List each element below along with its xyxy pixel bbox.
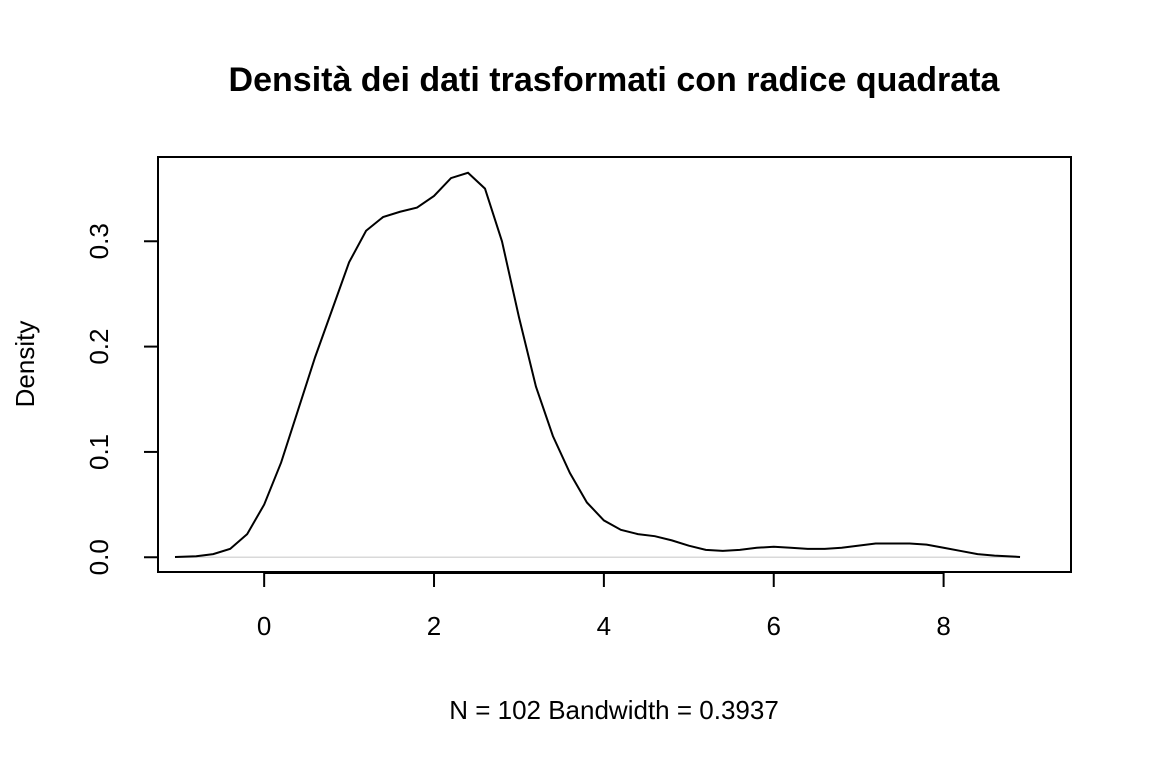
y-tick-label: 0.3 [84,223,114,259]
plot-frame [157,156,1072,573]
x-tick-label: 4 [597,611,611,641]
chart-title: Densità dei dati trasformati con radice … [229,61,1001,99]
y-tick-label: 0.2 [84,329,114,365]
x-axis: 0 2 4 6 8 [257,572,951,641]
y-axis: 0.0 0.1 0.2 0.3 [84,223,159,575]
x-tick-label: 0 [257,611,271,641]
plot-area [174,171,1021,559]
y-tick-label: 0.1 [84,434,114,470]
x-tick-label: 2 [427,611,441,641]
y-tick-label: 0.0 [84,539,114,575]
y-axis-label: Density [10,321,40,408]
x-tick-label: 8 [936,611,950,641]
x-tick-label: 6 [767,611,781,641]
density-curve [174,171,1021,558]
x-axis-label: N = 102 Bandwidth = 0.3937 [449,695,779,725]
